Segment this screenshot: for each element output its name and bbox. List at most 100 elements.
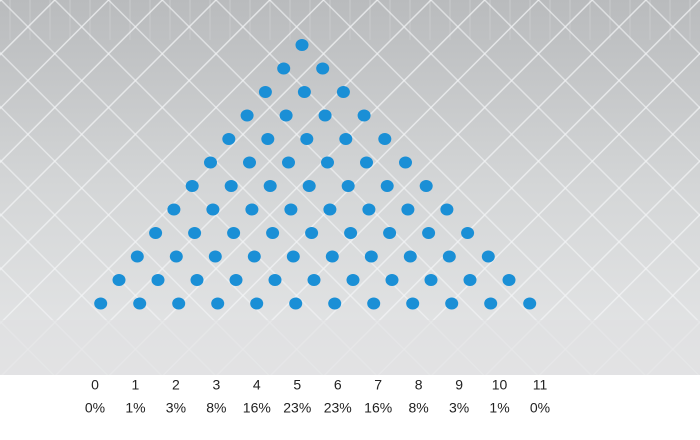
bin-labels: 00%11%23%38%416%523%623%716%88%93%101%11… [85,377,550,416]
bin-number: 4 [253,377,261,393]
peg [130,250,144,263]
peg [208,250,222,263]
peg [346,274,360,286]
peg [380,180,394,192]
peg [279,109,293,122]
peg [206,203,220,216]
bin-percent: 16% [364,400,392,416]
peg [169,250,183,263]
peg [185,180,199,192]
peg [268,274,282,286]
peg [367,297,381,310]
bin-percent: 23% [324,400,352,416]
peg [328,297,342,310]
peg [227,227,241,239]
peg [316,62,330,75]
peg [149,227,163,239]
bin-number: 1 [132,377,140,393]
bin-percent: 16% [243,400,271,416]
peg [167,203,181,216]
peg [339,133,353,145]
bin-number: 0 [91,377,99,393]
bin-percent: 3% [449,400,469,416]
peg [243,156,256,169]
bin-number: 3 [212,377,220,393]
peg [240,109,254,122]
peg [282,156,295,169]
peg [229,274,243,286]
bin-number: 2 [172,377,180,393]
peg [261,133,275,145]
peg [442,250,456,263]
peg [258,86,272,98]
bin-number: 10 [492,377,508,393]
peg [403,250,417,263]
peg [344,227,358,239]
bin-percent: 8% [206,400,226,416]
peg [440,203,454,216]
peg [318,109,332,122]
peg [502,274,516,286]
peg [364,250,378,263]
peg [151,274,165,286]
peg [401,203,415,216]
peg [222,133,236,145]
peg [297,86,311,98]
peg [406,297,420,310]
bin-percent: 0% [530,400,550,416]
peg [277,62,291,75]
peg [385,274,399,286]
peg [378,133,392,145]
peg [224,180,238,192]
peg [211,297,225,310]
bin-number: 5 [293,377,301,393]
bin-number: 6 [334,377,342,393]
bin-percent: 3% [166,400,186,416]
bin-number: 8 [415,377,423,393]
peg [289,297,303,310]
peg [247,250,261,263]
peg [172,297,186,310]
peg [94,297,108,310]
peg [325,250,339,263]
peg [523,297,537,310]
bin-percent: 0% [85,400,105,416]
peg [484,297,498,310]
photo-bins [0,320,700,375]
peg [250,297,264,310]
peg [245,203,259,216]
peg [286,250,300,263]
peg [463,274,477,286]
peg [422,227,436,239]
peg [295,39,309,51]
peg [357,109,371,122]
peg [341,180,355,192]
peg [188,227,202,239]
peg [302,180,316,192]
bin-number: 11 [533,377,548,393]
peg [383,227,397,239]
peg [266,227,280,239]
bin-percent: 1% [125,400,145,416]
peg [424,274,438,286]
peg [307,274,321,286]
peg [305,227,319,239]
pegs [94,39,537,310]
peg [112,274,126,286]
peg [399,156,412,169]
peg [360,156,373,169]
peg [190,274,204,286]
bin-number: 7 [374,377,382,393]
peg [362,203,376,216]
peg [321,156,334,169]
bin-number: 9 [455,377,463,393]
bin-percent: 23% [283,400,311,416]
bin-percent: 1% [489,400,509,416]
peg [481,250,495,263]
peg [445,297,459,310]
peg [336,86,350,98]
peg [133,297,147,310]
peg [323,203,337,216]
